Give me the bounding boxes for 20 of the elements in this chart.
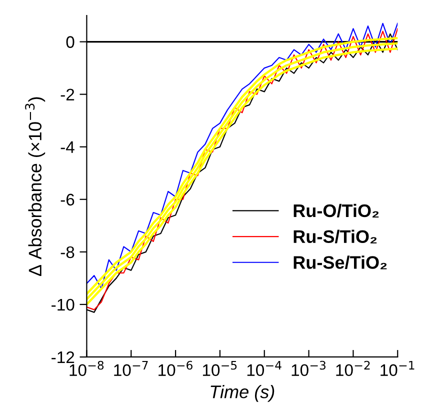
x-tick-label: 10$^{−5}$ (202, 361, 237, 376)
y-tick-label: -8 (60, 246, 74, 258)
x-tick-label: 10$^{−1}$ (380, 361, 414, 376)
y-tick-label: 0 (66, 36, 74, 48)
x-axis-title: Time (s) (210, 385, 274, 402)
legend-label: Ru-S/TiO₂ (294, 230, 377, 244)
x-tick-label: 10$^{−4}$ (247, 361, 282, 376)
x-tick-label: 10$^{−7}$ (114, 361, 148, 376)
x-tick-label: 10$^{−8}$ (70, 360, 104, 376)
y-tick-label: -12 (52, 351, 74, 364)
x-tick-label: 10$^{−3}$ (292, 360, 326, 376)
y-axis-title: Δ Absorbance (×10$^{−3}$) (25, 97, 46, 276)
y-tick-label: -10 (52, 298, 74, 311)
x-tick-label: 10$^{−2}$ (336, 360, 370, 376)
legend-label: Ru-Se/TiO₂ (294, 256, 387, 270)
y-tick-label: -2 (60, 88, 74, 100)
legend-label: Ru-O/TiO₂ (294, 204, 379, 218)
y-tick-label: -6 (60, 194, 74, 206)
y-tick-label: -4 (60, 141, 74, 153)
x-tick-label: 10$^{−6}$ (158, 360, 192, 376)
